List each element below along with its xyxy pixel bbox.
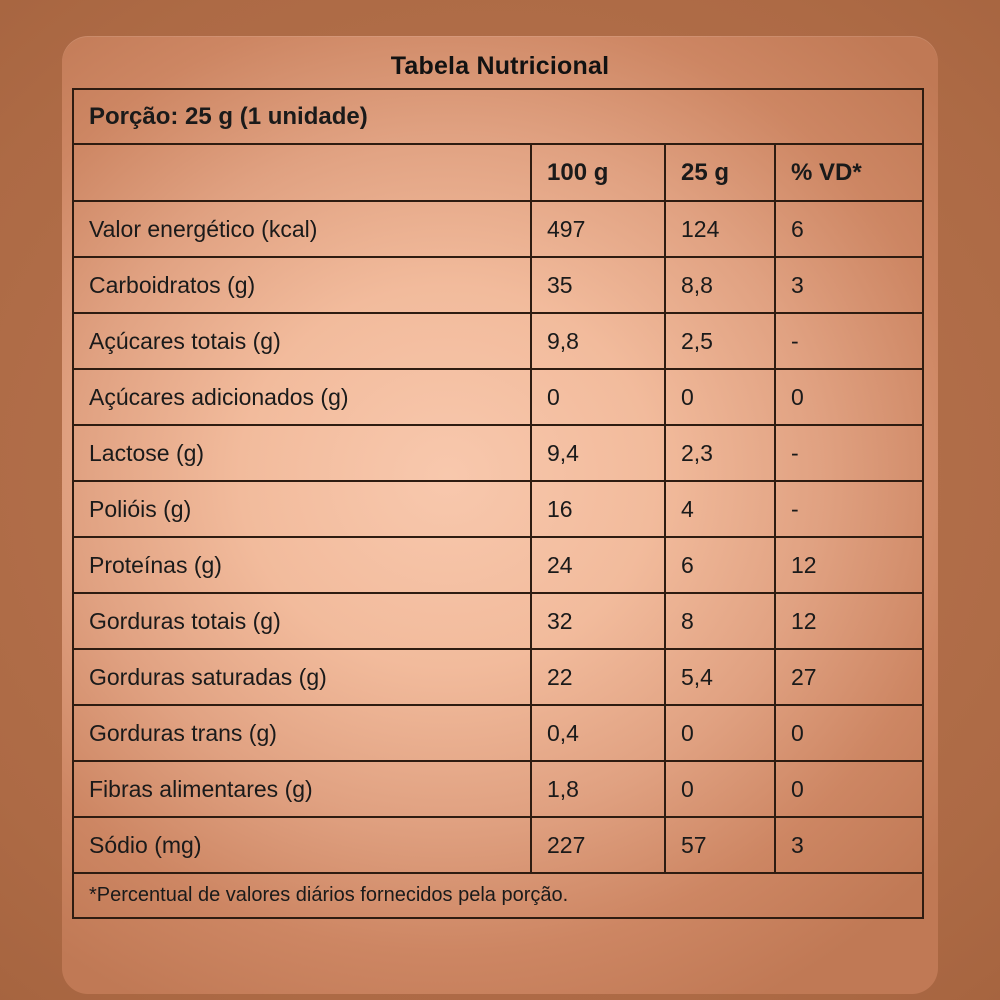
table-row-added-sugars: Açúcares adicionados (g) 0 0 0 [72, 368, 925, 426]
value-100g: 227 [530, 816, 666, 874]
nutrition-label-card: Tabela Nutricional Porção: 25 g (1 unida… [62, 36, 938, 994]
value-vd: 12 [773, 536, 925, 594]
value-100g: 32 [530, 592, 666, 650]
value-100g: 9,4 [530, 424, 666, 482]
value-vd: 3 [773, 816, 925, 874]
table-row-lactose: Lactose (g) 9,4 2,3 - [72, 424, 925, 482]
nutrient-label: Açúcares totais (g) [72, 312, 532, 370]
nutrition-table: Porção: 25 g (1 unidade) 100 g 25 g % VD… [71, 88, 925, 919]
nutrient-label: Lactose (g) [72, 424, 532, 482]
table-row-saturated-fat: Gorduras saturadas (g) 22 5,4 27 [72, 648, 925, 706]
nutrient-label: Gorduras saturadas (g) [72, 648, 532, 706]
column-header-vd: % VD* [773, 143, 925, 202]
value-25g: 0 [664, 760, 776, 818]
portion-label: Porção: 25 g (1 unidade) [71, 88, 925, 145]
value-vd: 0 [773, 760, 925, 818]
value-25g: 57 [664, 816, 776, 874]
nutrient-label: Polióis (g) [72, 480, 532, 538]
value-25g: 8,8 [664, 256, 776, 314]
value-25g: 6 [664, 536, 776, 594]
column-header-empty [72, 143, 532, 202]
value-100g: 0,4 [530, 704, 666, 762]
nutrient-label: Fibras alimentares (g) [72, 760, 532, 818]
nutrient-label: Carboidratos (g) [72, 256, 532, 314]
value-vd: - [773, 424, 925, 482]
value-vd: 3 [773, 256, 925, 314]
nutrient-label: Sódio (mg) [72, 816, 532, 874]
value-25g: 2,5 [664, 312, 776, 370]
table-row-protein: Proteínas (g) 24 6 12 [72, 536, 925, 594]
value-25g: 5,4 [664, 648, 776, 706]
value-25g: 124 [664, 200, 776, 258]
table-row-polyols: Polióis (g) 16 4 - [72, 480, 925, 538]
value-25g: 2,3 [664, 424, 776, 482]
column-header-row: 100 g 25 g % VD* [72, 143, 925, 202]
column-header-100g: 100 g [530, 143, 666, 202]
table-row-energy: Valor energético (kcal) 497 124 6 [72, 200, 925, 258]
value-100g: 497 [530, 200, 666, 258]
nutrient-label: Açúcares adicionados (g) [72, 368, 532, 426]
table-row-carbs: Carboidratos (g) 35 8,8 3 [72, 256, 925, 314]
footnote-row: *Percentual de valores diários fornecido… [71, 872, 925, 919]
value-100g: 1,8 [530, 760, 666, 818]
table-row-total-sugars: Açúcares totais (g) 9,8 2,5 - [72, 312, 925, 370]
value-vd: 0 [773, 368, 925, 426]
nutrient-label: Gorduras trans (g) [72, 704, 532, 762]
value-25g: 4 [664, 480, 776, 538]
portion-row: Porção: 25 g (1 unidade) [71, 88, 925, 145]
nutrient-label: Gorduras totais (g) [72, 592, 532, 650]
value-vd: 27 [773, 648, 925, 706]
value-vd: - [773, 312, 925, 370]
value-100g: 9,8 [530, 312, 666, 370]
nutrient-label: Proteínas (g) [72, 536, 532, 594]
column-header-25g: 25 g [664, 143, 776, 202]
value-100g: 24 [530, 536, 666, 594]
nutrient-label: Valor energético (kcal) [72, 200, 532, 258]
value-25g: 8 [664, 592, 776, 650]
page-title: Tabela Nutricional [390, 52, 610, 80]
value-vd: - [773, 480, 925, 538]
value-vd: 0 [773, 704, 925, 762]
table-row-total-fat: Gorduras totais (g) 32 8 12 [72, 592, 925, 650]
table-row-sodium: Sódio (mg) 227 57 3 [72, 816, 925, 874]
value-100g: 35 [530, 256, 666, 314]
value-100g: 22 [530, 648, 666, 706]
table-row-trans-fat: Gorduras trans (g) 0,4 0 0 [72, 704, 925, 762]
value-100g: 0 [530, 368, 666, 426]
table-row-fiber: Fibras alimentares (g) 1,8 0 0 [72, 760, 925, 818]
value-25g: 0 [664, 368, 776, 426]
value-vd: 12 [773, 592, 925, 650]
value-vd: 6 [773, 200, 925, 258]
footnote-text: *Percentual de valores diários fornecido… [71, 872, 925, 919]
value-25g: 0 [664, 704, 776, 762]
value-100g: 16 [530, 480, 666, 538]
